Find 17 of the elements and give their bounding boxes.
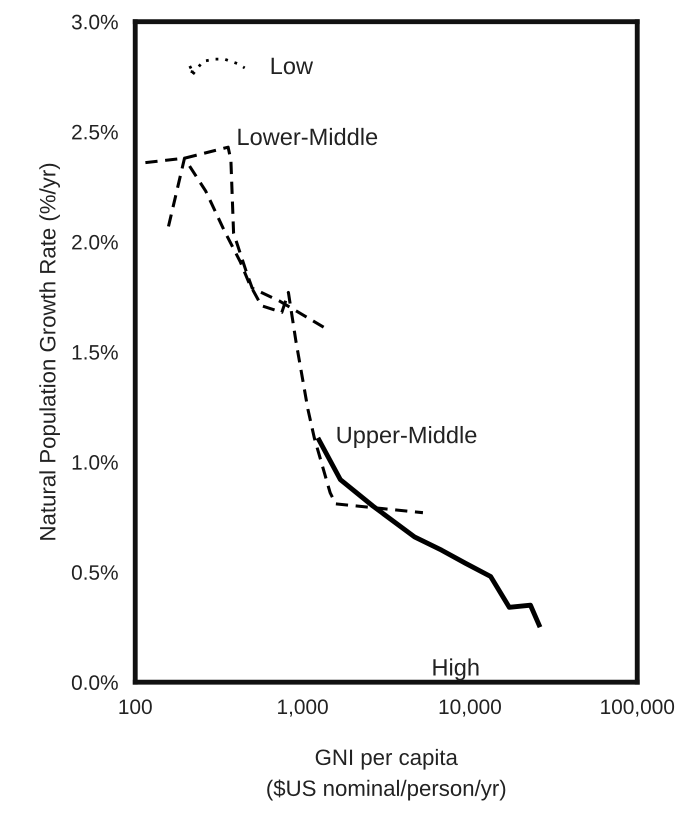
x-tick-label: 10,000 — [440, 699, 501, 717]
y-tick-label: 2.5% — [72, 124, 118, 140]
text: High — [433, 658, 478, 680]
y-tick-label: 1.0% — [72, 455, 118, 470]
x-tick-label: 100,000 — [601, 699, 674, 717]
y-tick-label: 1.5% — [72, 345, 118, 360]
y-axis-title: Natural Population Growth Rate (%/yr) — [39, 164, 60, 540]
y-tick-label: 0.0% — [72, 675, 118, 690]
y-tick-label: 2.0% — [72, 234, 118, 250]
x-axis-title: GNI per capita ($US nominal/person/yr) — [267, 748, 506, 801]
x-tick-label: 100 — [119, 699, 152, 714]
series-label: Low — [272, 58, 314, 74]
series-label: Upper-Middle — [337, 426, 476, 448]
x-tick-label: 1,000 — [278, 699, 328, 717]
y-tick-label: 3.0% — [72, 14, 118, 30]
series-label: Lower-Middle — [238, 128, 378, 146]
y-tick-label: 0.5% — [72, 565, 118, 580]
